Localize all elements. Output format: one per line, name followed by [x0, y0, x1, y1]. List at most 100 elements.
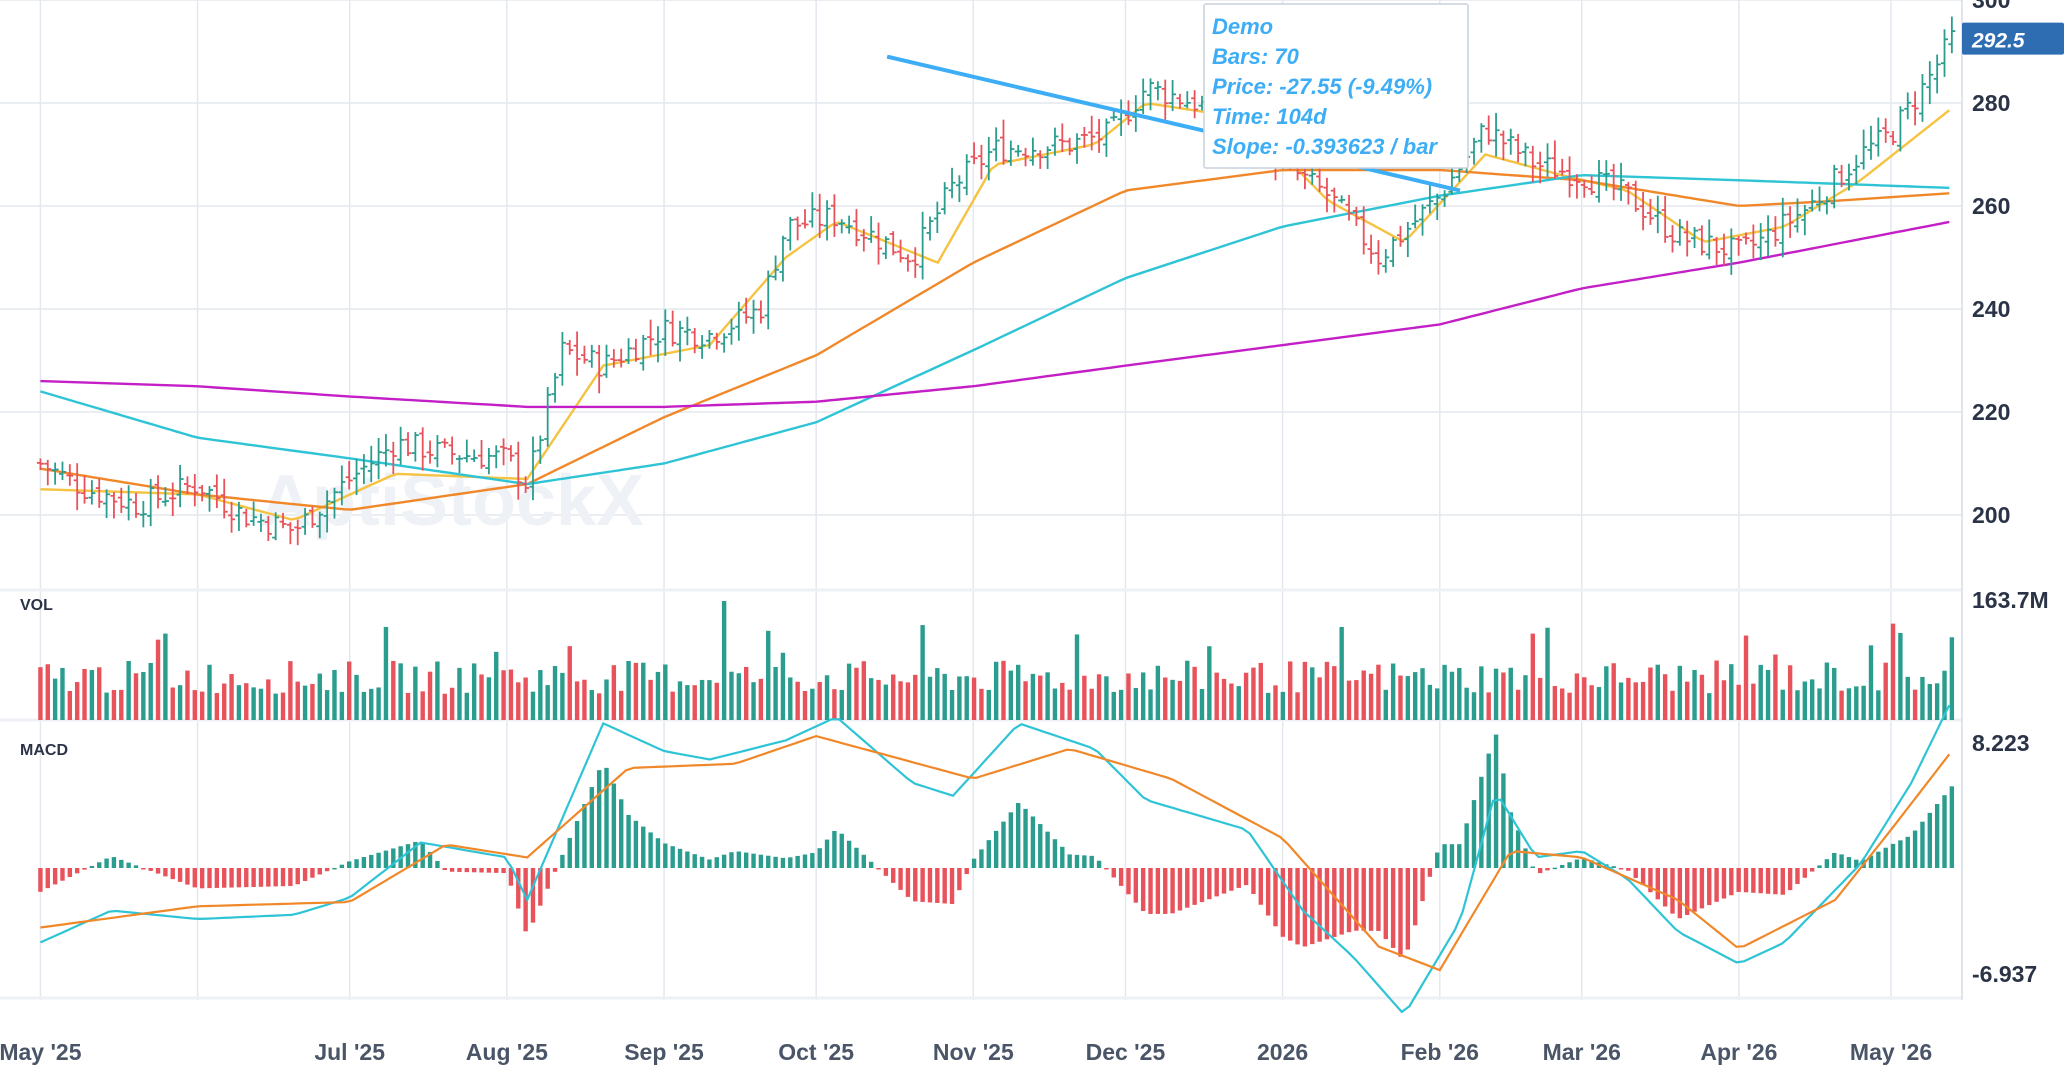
- macd-histogram-bar[interactable]: [891, 868, 896, 883]
- volume-bar[interactable]: [1457, 667, 1462, 720]
- volume-bar[interactable]: [795, 681, 800, 720]
- price-bars[interactable]: [36, 16, 1956, 546]
- macd-histogram-bar[interactable]: [501, 868, 506, 874]
- volume-bar[interactable]: [1074, 634, 1080, 720]
- macd-histogram-bar[interactable]: [633, 820, 639, 868]
- macd-histogram-bar[interactable]: [1618, 868, 1624, 870]
- macd-histogram-bar[interactable]: [1023, 808, 1028, 868]
- volume-bar[interactable]: [1420, 668, 1425, 720]
- macd-histogram-bar[interactable]: [427, 851, 433, 868]
- macd-histogram-bar[interactable]: [1148, 868, 1153, 914]
- macd-histogram-bar[interactable]: [280, 868, 286, 887]
- volume-bar[interactable]: [1412, 672, 1418, 720]
- volume-bar[interactable]: [670, 691, 675, 720]
- volume-bar[interactable]: [1060, 682, 1065, 720]
- macd-histogram-bar[interactable]: [1280, 868, 1286, 937]
- volume-bar[interactable]: [949, 689, 955, 720]
- volume-bar[interactable]: [1096, 674, 1102, 720]
- macd-histogram-bar[interactable]: [766, 855, 771, 868]
- macd-histogram-bar[interactable]: [74, 868, 80, 874]
- macd-histogram-bar[interactable]: [574, 820, 580, 868]
- volume-bar[interactable]: [832, 689, 837, 720]
- volume-bar[interactable]: [1111, 691, 1116, 720]
- volume-bar[interactable]: [1052, 688, 1058, 720]
- macd-histogram-bar[interactable]: [773, 856, 778, 868]
- macd-histogram-bar[interactable]: [1765, 868, 1771, 894]
- volume-bar[interactable]: [1324, 661, 1330, 720]
- volume-bar[interactable]: [1817, 688, 1822, 720]
- macd-histogram-bar[interactable]: [993, 830, 999, 868]
- macd-histogram-bar[interactable]: [1251, 868, 1256, 894]
- volume-bar[interactable]: [596, 693, 602, 720]
- volume-bar[interactable]: [420, 691, 425, 720]
- volume-bar[interactable]: [1604, 666, 1609, 720]
- volume-bar[interactable]: [604, 679, 609, 720]
- volume-bar[interactable]: [38, 667, 43, 720]
- macd-histogram-bar[interactable]: [523, 868, 528, 932]
- volume-bar[interactable]: [868, 678, 874, 720]
- macd-histogram-bar[interactable]: [1567, 862, 1572, 868]
- macd-histogram-bar[interactable]: [486, 868, 492, 873]
- volume-bar[interactable]: [258, 688, 264, 720]
- macd-histogram-bar[interactable]: [795, 855, 800, 868]
- macd-histogram-bar[interactable]: [802, 854, 808, 868]
- volume-bar[interactable]: [1229, 683, 1234, 720]
- volume-bar[interactable]: [1493, 668, 1499, 720]
- macd-histogram-bar[interactable]: [729, 852, 734, 868]
- volume-bar[interactable]: [310, 683, 315, 720]
- volume-bar[interactable]: [82, 669, 87, 720]
- volume-bar[interactable]: [1736, 684, 1741, 720]
- volume-bar[interactable]: [1780, 689, 1785, 720]
- macd-histogram-bar[interactable]: [251, 868, 256, 887]
- volume-bar[interactable]: [655, 671, 661, 720]
- volume-bar[interactable]: [699, 679, 705, 720]
- volume-bar[interactable]: [464, 692, 470, 720]
- volume-bar[interactable]: [1809, 679, 1815, 720]
- macd-histogram-bar[interactable]: [192, 868, 198, 888]
- volume-bar[interactable]: [935, 668, 940, 720]
- macd-histogram-bar[interactable]: [1530, 866, 1536, 868]
- macd-histogram-bar[interactable]: [185, 868, 190, 885]
- volume-bar[interactable]: [714, 682, 719, 720]
- macd-histogram-bar[interactable]: [971, 858, 977, 868]
- macd-histogram-bar[interactable]: [332, 867, 337, 870]
- volume-bar[interactable]: [1170, 679, 1175, 720]
- volume-bar[interactable]: [1824, 662, 1830, 720]
- volume-bar[interactable]: [1398, 675, 1403, 720]
- volume-bar[interactable]: [1515, 689, 1521, 720]
- volume-bar[interactable]: [891, 674, 896, 720]
- macd-histogram-bar[interactable]: [1670, 868, 1675, 914]
- macd-histogram-bar[interactable]: [1846, 857, 1852, 868]
- volume-bar[interactable]: [523, 677, 528, 720]
- macd-histogram-bar[interactable]: [1288, 868, 1293, 941]
- macd-histogram-bar[interactable]: [1214, 868, 1219, 897]
- macd-histogram-bar[interactable]: [567, 837, 572, 868]
- volume-bar[interactable]: [1765, 669, 1771, 720]
- macd-histogram-bar[interactable]: [677, 848, 683, 868]
- volume-bar[interactable]: [766, 630, 771, 720]
- macd-histogram-bar[interactable]: [1824, 859, 1830, 868]
- macd-histogram-bar[interactable]: [824, 839, 830, 868]
- macd-histogram-bar[interactable]: [376, 852, 381, 868]
- volume-bar[interactable]: [494, 651, 499, 720]
- volume-bar[interactable]: [449, 687, 455, 720]
- macd-histogram-bar[interactable]: [942, 868, 947, 904]
- macd-histogram-bar[interactable]: [420, 842, 425, 868]
- macd-histogram-bar[interactable]: [1508, 812, 1513, 868]
- macd-histogram-bar[interactable]: [1817, 865, 1822, 868]
- macd-histogram-bar[interactable]: [1758, 868, 1763, 894]
- macd-histogram-bar[interactable]: [1457, 844, 1462, 868]
- macd-histogram-bar[interactable]: [1310, 868, 1315, 945]
- volume-bar[interactable]: [883, 684, 889, 720]
- volume-bar[interactable]: [1684, 681, 1690, 720]
- volume-bar[interactable]: [1155, 665, 1161, 720]
- volume-bar[interactable]: [1699, 674, 1705, 720]
- volume-bar[interactable]: [589, 690, 594, 720]
- macd-histogram-bar[interactable]: [1339, 868, 1344, 935]
- volume-bar[interactable]: [163, 633, 168, 720]
- volume-bar[interactable]: [971, 677, 977, 720]
- volume-bar[interactable]: [1868, 645, 1874, 720]
- volume-bar[interactable]: [317, 673, 322, 720]
- volume-bar[interactable]: [802, 690, 808, 720]
- volume-bar[interactable]: [1773, 654, 1778, 720]
